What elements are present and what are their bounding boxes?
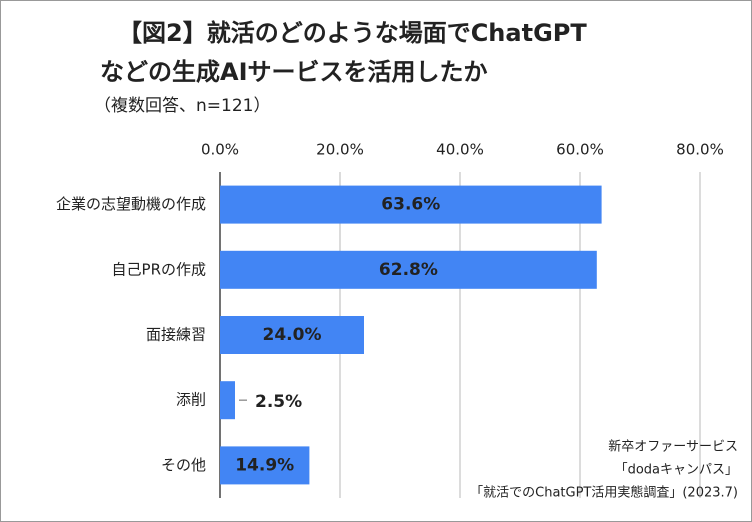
x-tick-label: 80.0% <box>676 141 724 159</box>
bar <box>220 446 310 485</box>
value-label: 24.0% <box>263 325 322 345</box>
bar <box>220 250 597 289</box>
y-tick-label: 面接練習 <box>146 326 206 344</box>
source-note: 「就活でのChatGPT活用実態調査」(2023.7) <box>470 485 738 501</box>
value-label: 2.5% <box>255 392 302 412</box>
value-label: 14.9% <box>235 455 294 475</box>
source-note: 「dodaキャンパス」 <box>615 463 738 478</box>
value-label: 63.6% <box>381 195 440 215</box>
x-tick-label: 60.0% <box>556 141 604 159</box>
value-label: 62.8% <box>379 260 438 280</box>
source-note: 新卒オファーサービス <box>608 439 738 455</box>
x-tick-label: 20.0% <box>316 141 364 159</box>
bar <box>220 381 235 420</box>
y-tick-label: その他 <box>161 456 206 474</box>
y-tick-label: 自己PRの作成 <box>112 260 206 278</box>
chart-subtitle: （複数回答、n=121） <box>94 96 270 116</box>
y-tick-label: 企業の志望動機の作成 <box>56 195 206 213</box>
y-tick-label: 添削 <box>176 391 206 409</box>
x-tick-label: 0.0% <box>201 141 239 159</box>
chart-title: などの生成AIサービスを活用したか <box>100 58 488 86</box>
chart-title: 【図2】就活のどのような場面でChatGPT <box>118 19 587 47</box>
bar <box>220 185 602 224</box>
x-tick-label: 40.0% <box>436 141 484 159</box>
bar <box>220 316 364 354</box>
